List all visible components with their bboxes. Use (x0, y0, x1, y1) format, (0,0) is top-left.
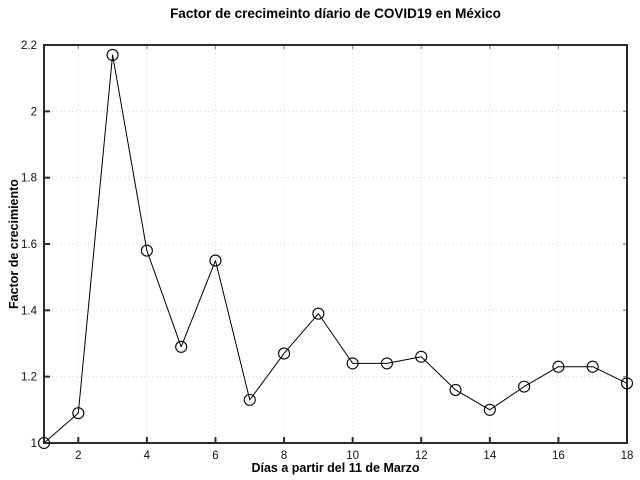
data-point-marker (37, 436, 51, 450)
y-tick-label: 1.2 (21, 372, 37, 384)
data-point-marker (620, 377, 634, 390)
data-line (43, 54, 628, 444)
data-point-marker (380, 357, 393, 370)
axes-box (43, 44, 628, 444)
y-tick-label: 1.4 (21, 305, 38, 317)
data-point-marker (449, 383, 462, 396)
x-axis-label: Días a partir del 11 de Marzo (251, 461, 420, 475)
data-point-marker (106, 48, 119, 62)
x-tick-label: 8 (281, 450, 287, 462)
data-point-marker (586, 360, 599, 373)
data-point-marker (552, 360, 565, 373)
data-point-marker (415, 350, 428, 363)
x-tick-label: 6 (212, 450, 218, 462)
y-tick-label: 2.2 (21, 40, 37, 52)
x-tick-label: 16 (552, 450, 565, 462)
data-point-marker (346, 357, 359, 370)
y-tick-label: 1 (31, 438, 37, 450)
data-point-marker (175, 340, 188, 353)
chart-title: Factor de crecimeinto díario de COVID19 … (170, 6, 501, 21)
data-point-marker (518, 380, 531, 393)
data-point-marker (483, 403, 496, 416)
x-tick-label: 4 (144, 450, 151, 462)
data-point-marker (312, 307, 325, 320)
data-point-marker (209, 254, 222, 267)
x-tick-label: 10 (346, 450, 359, 462)
x-tick-label: 12 (415, 450, 428, 462)
data-point-marker (72, 407, 85, 420)
x-tick-label: 2 (75, 450, 81, 462)
data-point-marker (278, 347, 291, 360)
x-tick-label: 18 (621, 450, 634, 462)
data-point-marker (243, 393, 256, 406)
data-point-marker (140, 244, 153, 257)
y-tick-label: 1.8 (21, 173, 37, 185)
x-tick-label: 14 (483, 450, 496, 462)
y-tick-label: 1.6 (21, 239, 37, 251)
y-tick-label: 2 (31, 106, 37, 118)
